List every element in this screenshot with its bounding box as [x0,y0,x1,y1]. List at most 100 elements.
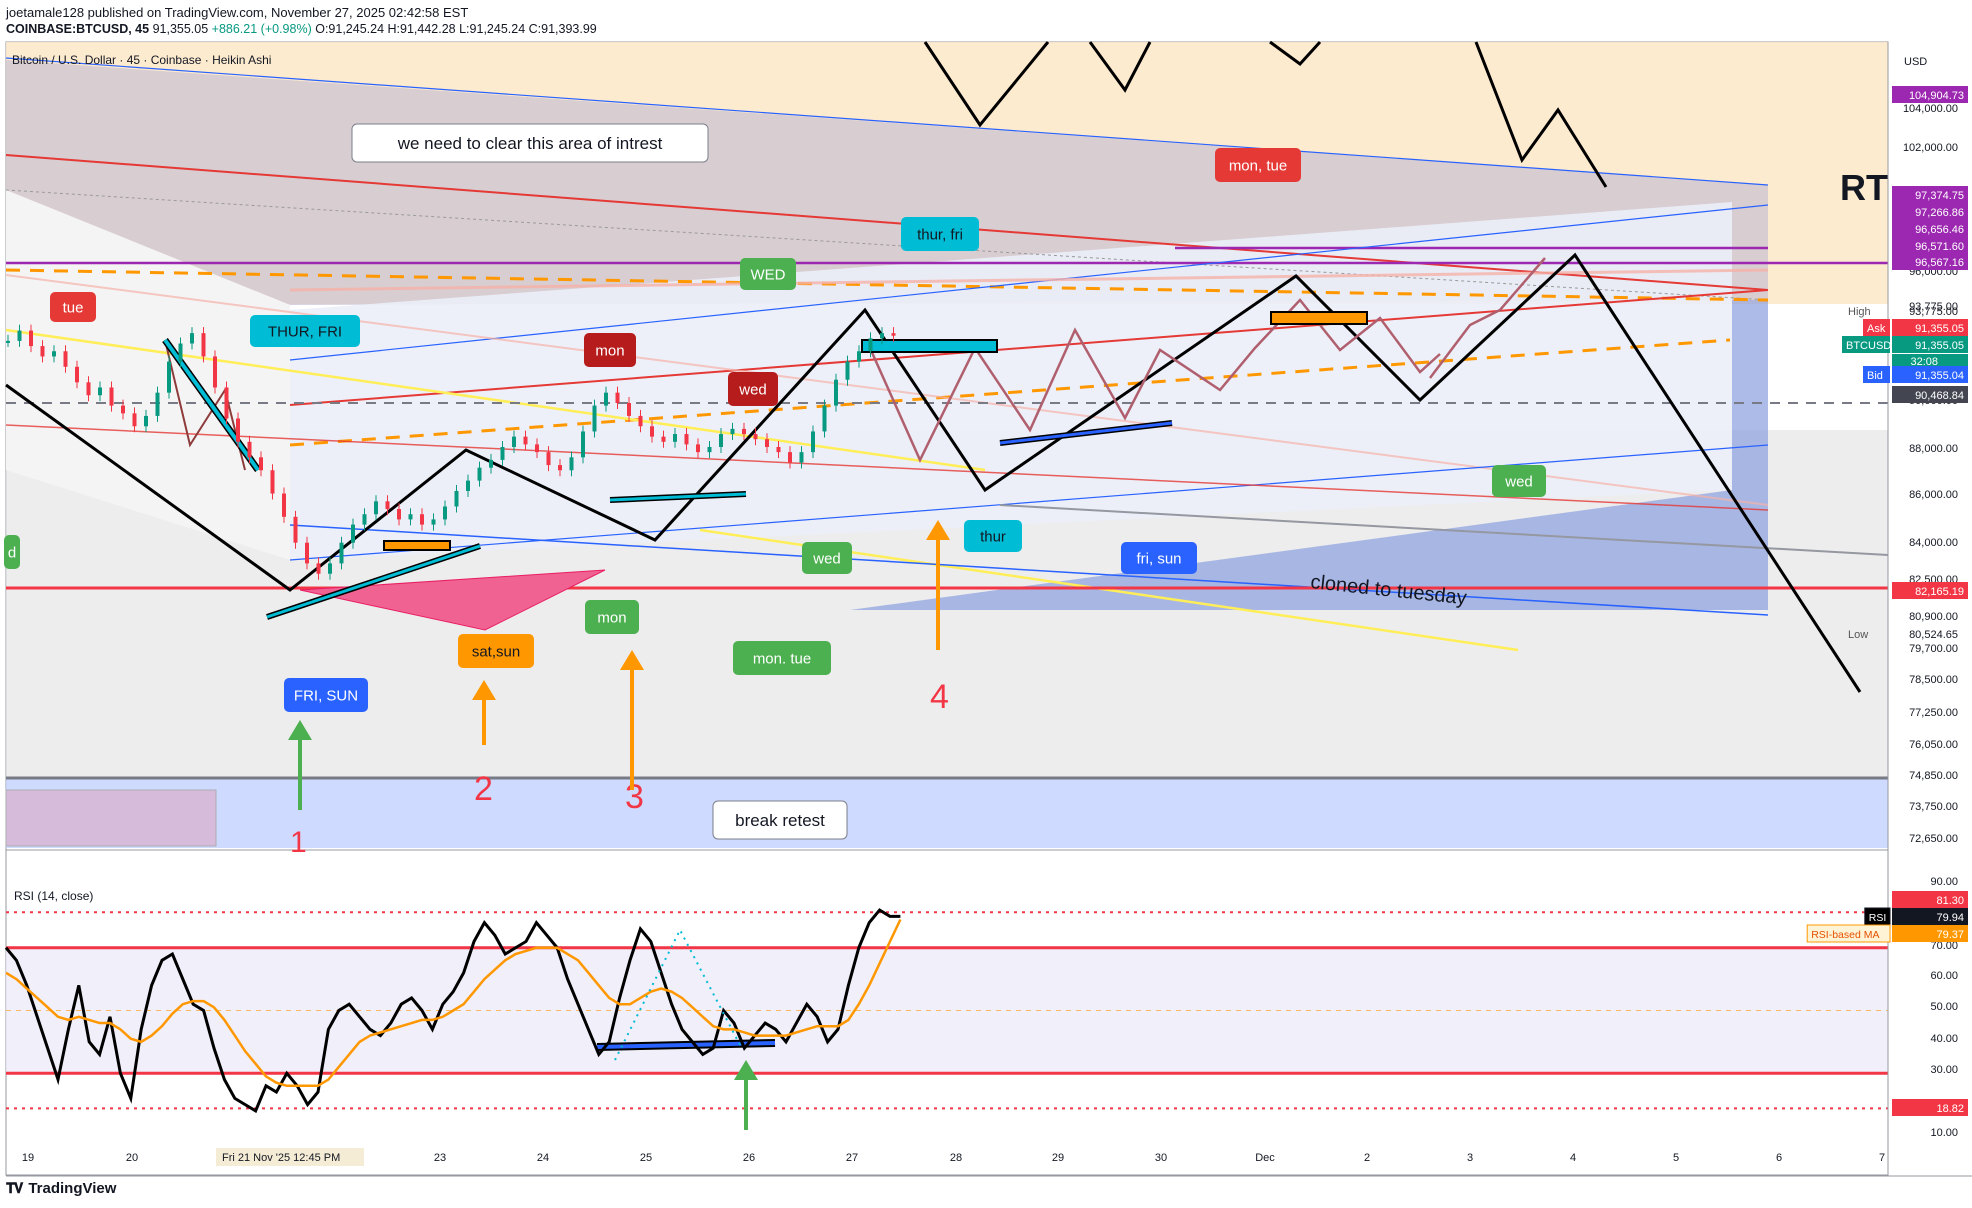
rsi-label-bg [1892,908,1968,925]
candles [6,324,896,580]
number-4: 4 [930,678,949,716]
white-wedge [6,190,290,560]
candle-body [546,452,551,466]
rsi-lines [4,908,1888,1114]
y-tick-label: 76,050.00 [1909,739,1958,751]
label-WED-box [740,258,796,290]
projection-blue-box [850,300,1768,610]
x-tick-label: 6 [1776,1152,1782,1164]
x-tick-label: 28 [950,1152,962,1164]
red-resistance-line [5,154,1769,291]
candle-body [891,333,896,336]
label-wed-3: wed [812,550,841,567]
y-tick-label: 86,000.00 [1909,489,1958,501]
rsi-label-tag-bg [1806,924,1891,943]
label-wed-2-box [1492,465,1546,497]
candle-body [213,356,217,388]
currency-label: USD [1904,56,1927,68]
arrow-head-icon [734,1060,758,1080]
rsi-label: 79.37 [1936,929,1964,941]
rsi-band-fill [6,946,1888,1072]
price-label-bg [1892,220,1968,237]
candle-body [6,340,10,343]
y-tick-label: 102,000.00 [1903,142,1958,154]
purple-box [5,789,217,847]
rsi-title: RSI (14, close) [14,889,93,903]
price-label-bg [1892,582,1968,599]
price-label: 96,567.16 [1915,257,1964,269]
maroon-forecast-path-2 [1429,257,1546,379]
rsi-label-tag: RSI [1869,912,1887,924]
candle-body [167,361,171,393]
main-chart-title: Bitcoin / U.S. Dollar · 45 · Coinbase · … [12,53,271,67]
label-thur-fri-2: thur, fri [917,226,963,243]
candle-body [500,446,505,460]
number-3: 3 [625,778,644,816]
label-sat-sun-box [458,634,534,668]
candle-body [121,405,125,414]
black-zigzag-top-right [1474,41,1608,188]
label-mon-1-box [584,333,636,367]
candle-body [845,361,850,380]
candle-body [753,434,758,440]
rsi-label: 18.82 [1936,1103,1964,1115]
plain-label-tag: Low [1848,629,1868,641]
price-label-bg [1892,336,1968,353]
candle-body [558,465,562,471]
label-tue-box [50,292,96,322]
black-zigzag-top-left [923,41,1050,128]
candle-body [132,413,137,427]
candle-body [431,519,436,525]
candle-body [868,338,873,352]
x-tick-label: 3 [1467,1152,1473,1164]
candle-body [592,405,597,432]
candle-body [730,428,735,435]
candle-body [788,452,792,463]
label-mon-tue-box [1215,148,1301,182]
cyan-trend-fri-sun [266,544,481,619]
orange-rect-mon-tue [1270,311,1368,325]
candle-body [339,542,344,564]
arrow-head-icon [926,520,950,540]
candle-body [523,436,528,445]
price-label-tag-bg [1842,336,1890,353]
label-wed-1-box [728,372,778,406]
price-label: 91,355.05 [1915,340,1964,352]
candle-body [259,457,263,471]
candle-body [466,480,470,491]
price-label: 96,656.46 [1915,224,1964,236]
y-tick-label: 88,000.00 [1909,443,1958,455]
candle-body [282,493,286,517]
rsi-y-tick-label: 10.00 [1930,1127,1958,1139]
plain-label-tag: High [1848,306,1871,318]
candle-body [29,330,33,347]
pink-line [289,268,1769,292]
candle-body [408,514,413,520]
price-label: 96,571.60 [1915,241,1964,253]
label-mon-2-box [585,600,639,634]
x-tick-label: 4 [1570,1152,1576,1164]
footer-brand[interactable]: 𝐓𝐕 TradingView [6,1180,116,1197]
rsi-label-tag: RSI-based MA [1811,929,1879,941]
candle-body [178,343,183,362]
candle-body [144,415,148,427]
callout-area-of-interest-box [351,123,709,163]
rsi-y-tick-label: 30.00 [1930,1064,1958,1076]
number-1: 1 [290,826,307,859]
x-tick-label: 24 [537,1152,549,1164]
candle-body [489,459,493,468]
candle-body [397,509,401,520]
arrow-head-icon [472,680,496,700]
y-tick-label: 78,500.00 [1909,674,1958,686]
label-thur-box [964,520,1022,552]
publish-header: joetamale128 published on TradingView.co… [0,0,1972,40]
candle-body [40,346,45,357]
black-zigzag-top-mid [1088,41,1152,93]
dotted-wedge [5,189,1769,301]
price-label-bg [1892,237,1968,254]
x-tick-label: 25 [640,1152,652,1164]
label-fri-sun-2-box [284,678,368,712]
rsi-label-bg [1892,1099,1968,1116]
price-label-tag: Bid [1867,370,1883,382]
